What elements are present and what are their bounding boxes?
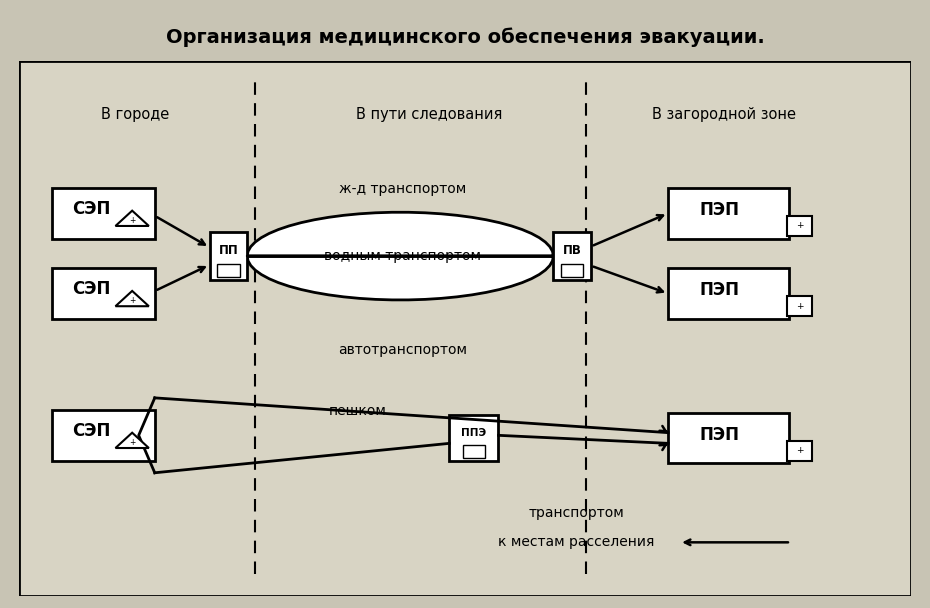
Polygon shape	[247, 212, 553, 300]
Text: автотранспортом: автотранспортом	[338, 343, 467, 357]
Bar	[463, 444, 485, 458]
Polygon shape	[115, 210, 149, 226]
Bar	[668, 413, 789, 463]
Polygon shape	[115, 291, 149, 306]
Bar	[668, 268, 789, 319]
Text: ПП: ПП	[219, 244, 238, 257]
Bar	[668, 188, 789, 239]
Bar	[218, 264, 240, 277]
Text: пешком: пешком	[329, 404, 387, 418]
Text: ПЭП: ПЭП	[700, 282, 740, 300]
Text: +: +	[795, 221, 804, 230]
Bar	[561, 264, 583, 277]
Polygon shape	[115, 433, 149, 448]
Text: ж-д транспортом: ж-д транспортом	[339, 182, 466, 196]
Text: +: +	[129, 297, 136, 305]
Text: В пути следования: В пути следования	[356, 107, 502, 122]
Text: ППЭ: ППЭ	[461, 427, 486, 438]
Text: СЭП: СЭП	[72, 423, 111, 440]
Text: +: +	[795, 302, 804, 311]
Text: Организация медицинского обеспечения эвакуации.: Организация медицинского обеспечения эва…	[166, 27, 764, 47]
Text: +: +	[129, 216, 136, 225]
Bar	[209, 232, 247, 280]
Text: к местам расселения: к местам расселения	[498, 535, 655, 550]
Text: ПЭП: ПЭП	[700, 426, 740, 444]
Text: ПЭП: ПЭП	[700, 201, 740, 219]
Text: СЭП: СЭП	[72, 280, 111, 299]
Bar	[449, 415, 498, 461]
Text: +: +	[129, 438, 136, 447]
Bar	[553, 232, 591, 280]
Text: транспортом: транспортом	[529, 506, 624, 520]
Bar	[52, 268, 154, 319]
Text: СЭП: СЭП	[72, 200, 111, 218]
Bar	[52, 410, 154, 461]
Bar	[787, 441, 812, 461]
Text: В загородной зоне: В загородной зоне	[652, 107, 796, 122]
Bar	[787, 216, 812, 236]
Text: водным транспортом: водным транспортом	[324, 249, 481, 263]
Text: ПВ: ПВ	[563, 244, 581, 257]
Text: +: +	[795, 446, 804, 455]
Text: В городе: В городе	[100, 107, 168, 122]
Bar	[52, 188, 154, 239]
Bar	[787, 296, 812, 316]
